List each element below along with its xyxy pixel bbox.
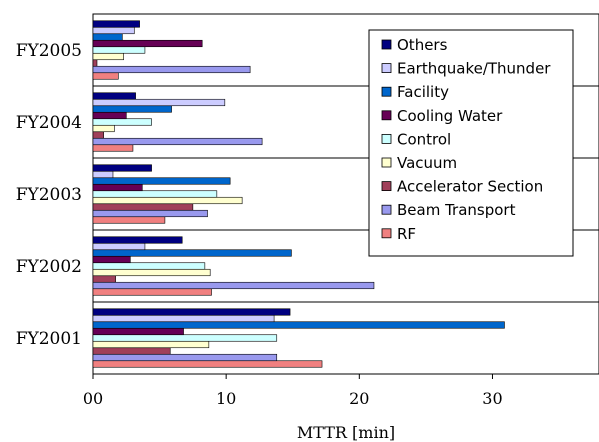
legend-label: Accelerator Section bbox=[397, 178, 543, 196]
bar-cooling-water-fy2005 bbox=[92, 39, 203, 48]
bar-accelerator-section-fy2003 bbox=[92, 203, 194, 211]
legend-label: Others bbox=[397, 36, 448, 54]
legend-label: RF bbox=[397, 225, 416, 243]
bar-beam-transport-fy2004 bbox=[92, 137, 263, 146]
legend-label: Vacuum bbox=[397, 154, 457, 172]
legend-label: Facility bbox=[397, 83, 449, 101]
legend-swatch bbox=[381, 110, 392, 121]
x-tick-label: 20 bbox=[349, 389, 369, 408]
bar-facility-fy2001 bbox=[92, 321, 505, 329]
legend-swatch bbox=[381, 204, 392, 215]
bar-cooling-water-fy2003 bbox=[92, 183, 143, 192]
bar-control-fy2002 bbox=[92, 262, 206, 270]
legend-swatch bbox=[381, 39, 392, 50]
bar-vacuum-fy2001 bbox=[92, 340, 210, 349]
bar-cooling-water-fy2002 bbox=[92, 255, 131, 264]
bar-earthquake-thunder-fy2004 bbox=[92, 98, 226, 107]
bar-rf-fy2004 bbox=[92, 144, 134, 152]
bar-vacuum-fy2004 bbox=[92, 124, 115, 133]
legend: Others Earthquake/Thunder Facility Cooling … bbox=[368, 29, 574, 257]
bar-beam-transport-fy2001 bbox=[92, 353, 278, 362]
x-tick-label: 00 bbox=[83, 389, 103, 408]
bar-control-fy2004 bbox=[92, 118, 152, 126]
bar-vacuum-fy2002 bbox=[92, 268, 211, 277]
bar-facility-fy2004 bbox=[92, 105, 172, 113]
bar-accelerator-section-fy2005 bbox=[92, 59, 98, 67]
bar-vacuum-fy2003 bbox=[92, 196, 243, 205]
legend-swatch bbox=[381, 63, 392, 73]
bar-others-fy2005 bbox=[92, 20, 140, 28]
bar-others-fy2001 bbox=[92, 308, 291, 316]
legend-label: Beam Transport bbox=[397, 201, 516, 219]
x-tick-label: 30 bbox=[482, 389, 502, 408]
category-label: FY2002 bbox=[16, 257, 82, 277]
bar-cooling-water-fy2001 bbox=[92, 327, 184, 336]
bar-accelerator-section-fy2001 bbox=[92, 347, 171, 355]
legend-swatch bbox=[381, 228, 392, 239]
bar-others-fy2003 bbox=[92, 164, 152, 172]
category-label: FY2005 bbox=[16, 41, 82, 61]
legend-swatch bbox=[381, 157, 392, 168]
bar-control-fy2001 bbox=[92, 334, 278, 342]
bar-rf-fy2005 bbox=[92, 72, 119, 80]
bar-control-fy2005 bbox=[92, 46, 146, 54]
bar-facility-fy2002 bbox=[92, 249, 292, 257]
bar-earthquake-thunder-fy2002 bbox=[92, 242, 146, 251]
bar-rf-fy2001 bbox=[92, 360, 323, 368]
bar-accelerator-section-fy2002 bbox=[92, 275, 116, 283]
bar-facility-fy2003 bbox=[92, 177, 231, 185]
legend-swatch bbox=[381, 86, 392, 97]
legend-label: Cooling Water bbox=[397, 107, 503, 125]
legend-swatch bbox=[381, 133, 392, 144]
bars bbox=[92, 20, 505, 368]
bar-beam-transport-fy2005 bbox=[92, 65, 251, 74]
legend-label: Earthquake/Thunder bbox=[397, 60, 551, 78]
bar-others-fy2004 bbox=[92, 92, 136, 100]
legend-box bbox=[368, 29, 574, 257]
bar-rf-fy2003 bbox=[92, 216, 166, 224]
legend-swatch bbox=[381, 181, 392, 192]
x-axis-ticks: 00 10 20 30 bbox=[83, 374, 503, 408]
x-axis-title: MTTR [min] bbox=[297, 423, 395, 442]
bar-vacuum-fy2005 bbox=[92, 52, 124, 61]
bar-beam-transport-fy2002 bbox=[92, 281, 375, 290]
category-label: FY2004 bbox=[16, 113, 82, 133]
bar-others-fy2002 bbox=[92, 236, 183, 244]
legend-label: Control bbox=[397, 130, 451, 148]
x-tick-label: 10 bbox=[216, 389, 236, 408]
category-label: FY2003 bbox=[16, 185, 82, 205]
bar-control-fy2003 bbox=[92, 190, 218, 198]
bar-cooling-water-fy2004 bbox=[92, 111, 127, 120]
category-labels: FY2001 FY2002 FY2003 FY2004 FY2005 bbox=[16, 41, 82, 349]
bar-rf-fy2002 bbox=[92, 288, 212, 296]
bar-facility-fy2005 bbox=[92, 33, 123, 41]
bar-earthquake-thunder-fy2001 bbox=[92, 314, 275, 323]
bar-earthquake-thunder-fy2005 bbox=[92, 26, 135, 35]
bar-earthquake-thunder-fy2003 bbox=[92, 170, 114, 179]
bar-beam-transport-fy2003 bbox=[92, 209, 208, 218]
category-label: FY2001 bbox=[16, 329, 82, 349]
bar-accelerator-section-fy2004 bbox=[92, 131, 104, 139]
